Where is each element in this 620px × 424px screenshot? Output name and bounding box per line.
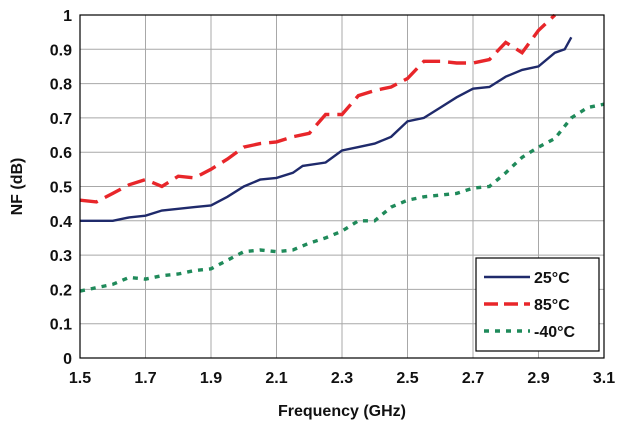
grid [79, 14, 605, 359]
x-tick-label: 1.9 [200, 370, 222, 387]
x-tick-label: 2.1 [265, 370, 287, 387]
y-tick-label: 0.2 [50, 282, 72, 299]
y-tick-label: 0.5 [50, 180, 72, 197]
x-tick-labels: 1.5 1.7 1.9 2.1 2.3 2.5 2.7 2.9 3.1 [69, 370, 615, 387]
legend-label-2: -40°C [534, 324, 576, 341]
x-tick-label: 2.5 [396, 370, 418, 387]
legend-label-0: 25°C [534, 270, 570, 287]
x-tick-label: 1.7 [134, 370, 156, 387]
x-tick-label: 1.5 [69, 370, 91, 387]
series-line-1 [80, 14, 557, 204]
x-tick-label: 3.1 [593, 370, 615, 387]
series-line-0 [80, 36, 573, 222]
x-axis-title: Frequency (GHz) [278, 403, 406, 420]
series-line-2 [80, 102, 604, 293]
x-tick-label: 2.3 [331, 370, 353, 387]
y-tick-label: 0.9 [50, 42, 72, 59]
y-tick-label: 0.7 [50, 111, 72, 128]
y-tick-label: 0.8 [50, 77, 72, 94]
legend: 25°C 85°C -40°C [475, 257, 600, 352]
plot-frame [79, 14, 605, 359]
y-tick-labels: 0 0.1 0.2 0.3 0.4 0.5 0.6 0.7 0.8 0.9 1 [50, 8, 72, 368]
x-tick-label: 2.9 [527, 370, 549, 387]
y-axis-title: NF (dB) [9, 158, 26, 216]
y-tick-label: 0.4 [50, 214, 72, 231]
y-tick-label: 0.1 [50, 317, 72, 334]
y-tick-label: 0 [63, 351, 72, 368]
y-tick-label: 0.6 [50, 145, 72, 162]
x-tick-label: 2.7 [462, 370, 484, 387]
series-layer [80, 14, 604, 293]
y-tick-label: 0.3 [50, 248, 72, 265]
y-tick-label: 1 [63, 8, 72, 25]
legend-label-1: 85°C [534, 297, 570, 314]
